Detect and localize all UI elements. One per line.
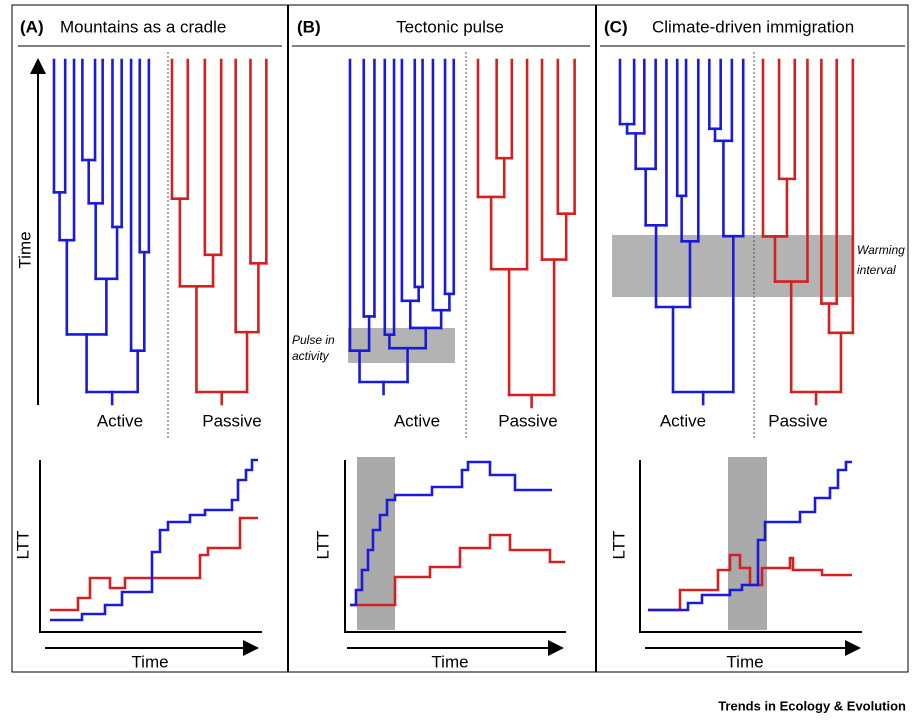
ltt-axes (639, 460, 862, 633)
group-label: Active (97, 411, 143, 430)
ltt-passive (648, 553, 852, 612)
panel-label: (A) (20, 17, 44, 36)
group-label: Active (394, 411, 440, 430)
panel-label: (C) (604, 17, 628, 36)
ltt-active (350, 460, 552, 607)
panel-title: Climate-driven immigration (652, 17, 854, 36)
group-label: Active (660, 411, 706, 430)
pulse-band (357, 457, 395, 630)
ltt-x-label: Time (431, 652, 468, 671)
trees (52, 58, 855, 409)
ltt-x-label: Time (726, 652, 763, 671)
ltt-axes (39, 460, 262, 633)
ltt-y-label: LTT (313, 531, 332, 560)
warming-box (612, 235, 852, 297)
frame (11, 4, 909, 673)
annotation: Pulse in (292, 333, 335, 347)
panel-label: (B) (297, 17, 321, 36)
group-label: Passive (202, 411, 262, 430)
annotation: interval (857, 263, 896, 277)
time-label: Time (15, 231, 34, 268)
footer: Trends in Ecology & Evolution (718, 698, 906, 713)
annotation: Warming (857, 243, 905, 257)
group-label: Passive (768, 411, 828, 430)
ltt-active (648, 460, 852, 612)
ltt-passive (50, 516, 258, 612)
ltt-passive (350, 533, 565, 607)
panel-title: Tectonic pulse (396, 17, 504, 36)
pulse-box (348, 328, 455, 363)
ltt-axes (344, 460, 566, 633)
ltt-y-label: LTT (609, 531, 628, 560)
ltt-active (50, 458, 258, 622)
annotation: activity (292, 349, 330, 363)
group-label: Passive (498, 411, 558, 430)
ltt-y-label: LTT (13, 531, 32, 560)
ltt-x-label: Time (131, 652, 168, 671)
warming-band (728, 457, 767, 630)
panel-title: Mountains as a cradle (60, 17, 226, 36)
